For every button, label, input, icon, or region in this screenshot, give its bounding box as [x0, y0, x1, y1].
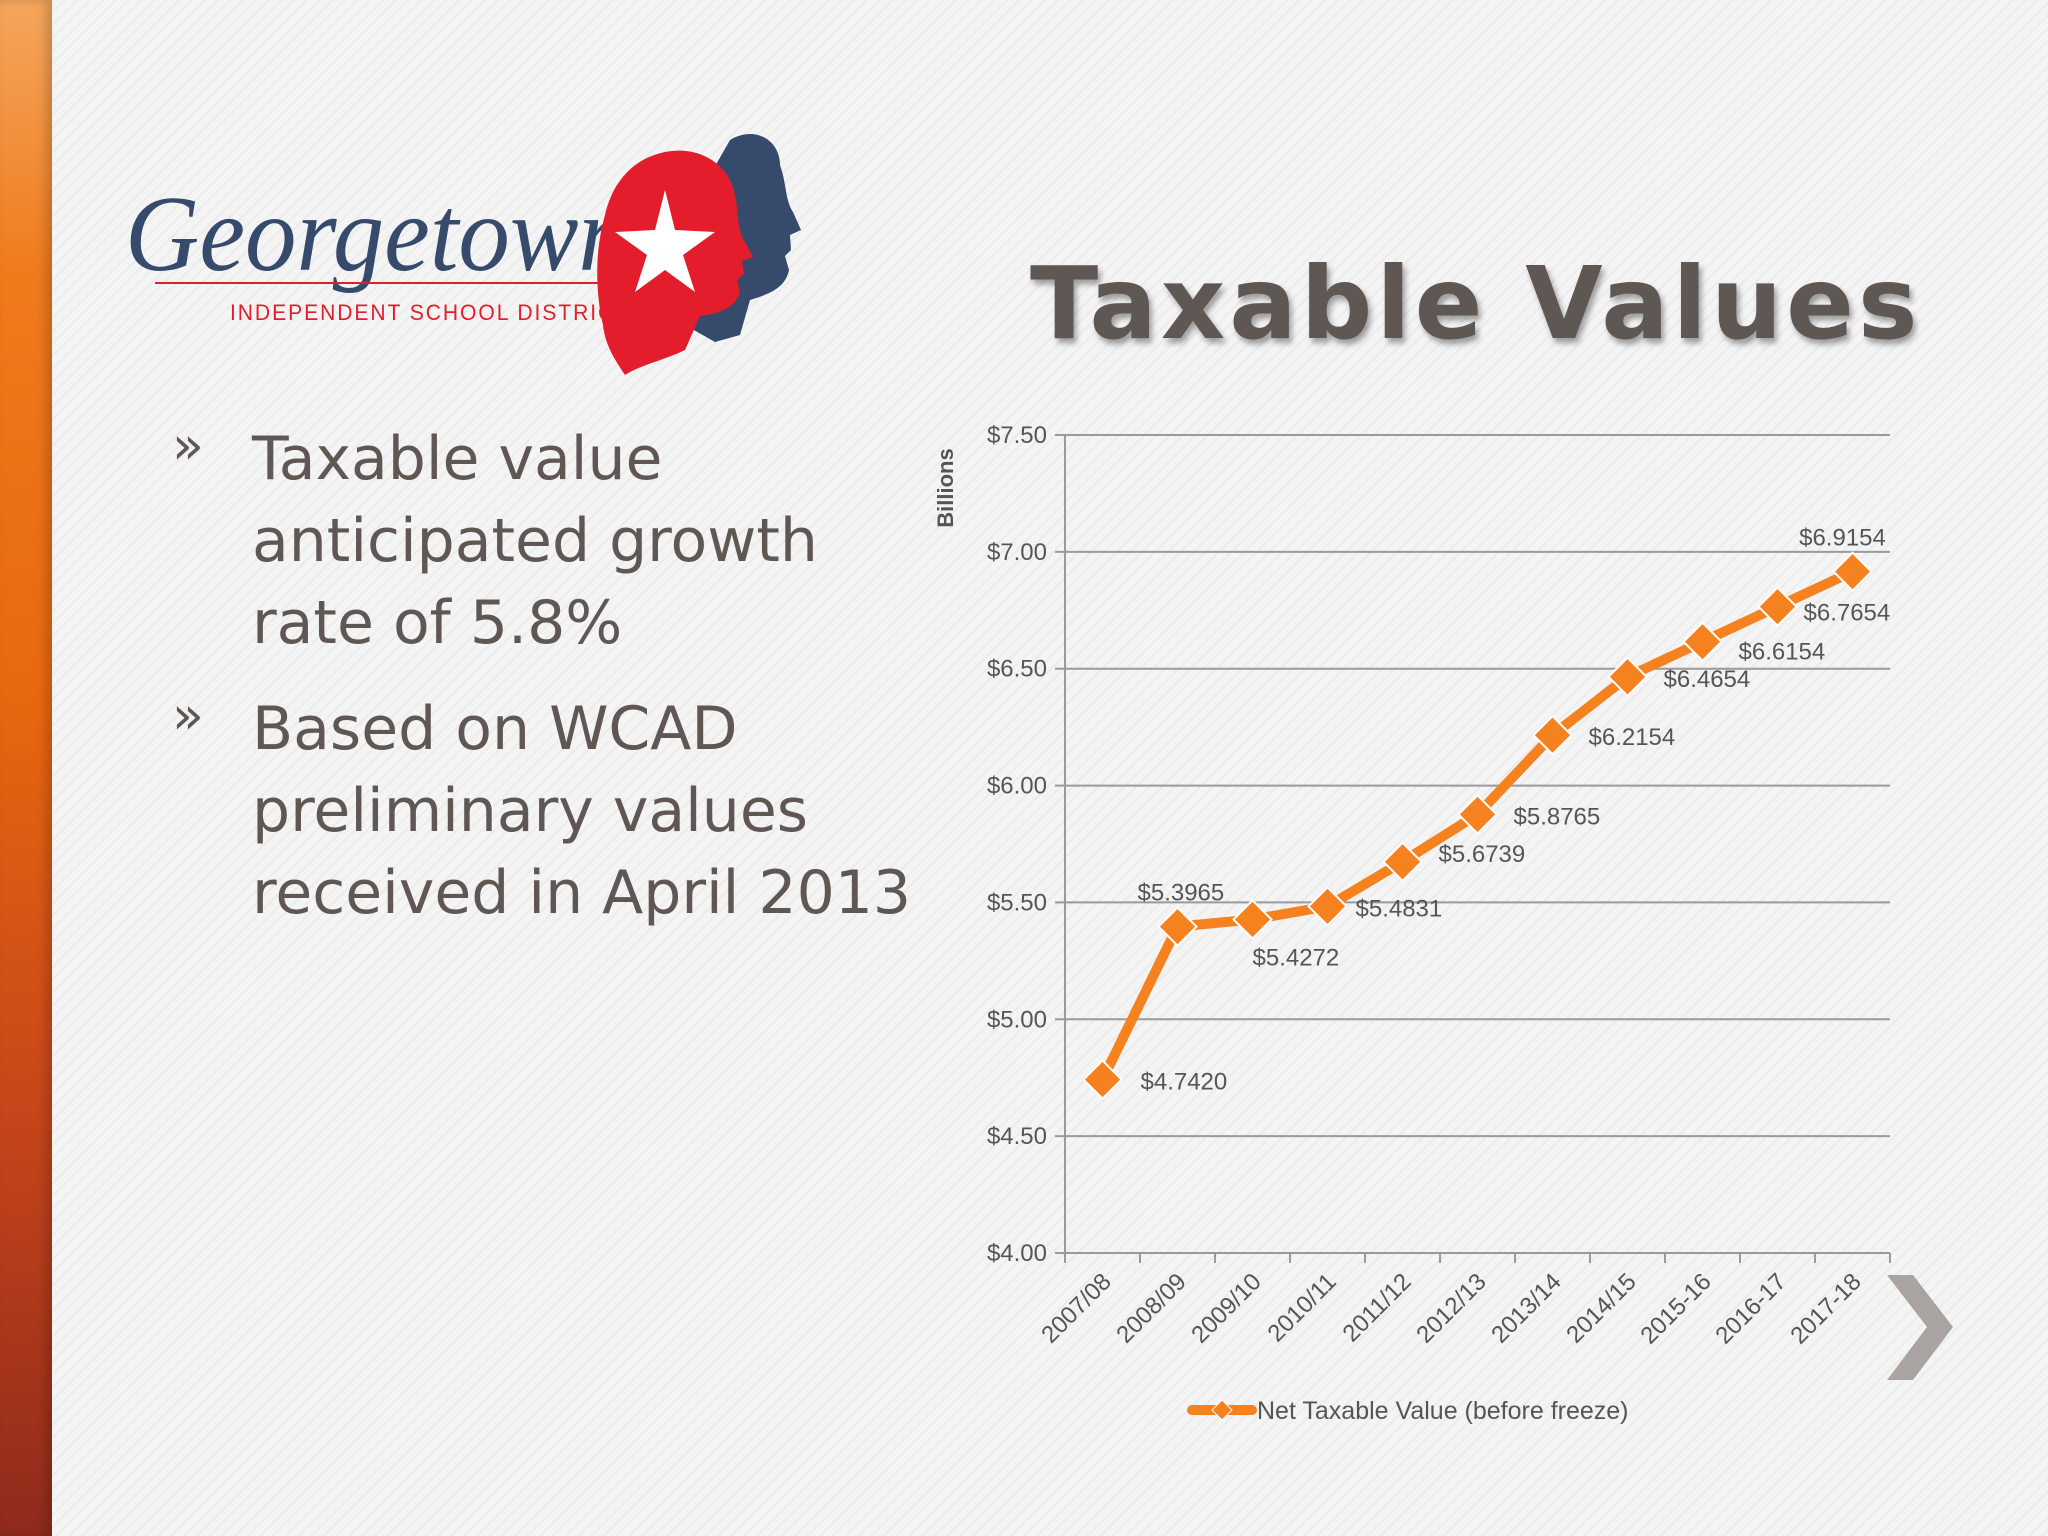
data-label: $5.8765 — [1514, 803, 1601, 830]
y-tick-label: $7.00 — [987, 539, 1047, 566]
x-tick-label: 2016-17 — [1710, 1268, 1791, 1349]
y-tick-label: $5.50 — [987, 889, 1047, 916]
data-label: $4.7420 — [1141, 1069, 1228, 1096]
y-tick-label: $5.00 — [987, 1006, 1047, 1033]
logo-subtitle: INDEPENDENT SCHOOL DISTRICT — [230, 300, 630, 325]
data-label: $5.6739 — [1439, 841, 1526, 868]
bullet-list: » Taxable value anticipated growth rate … — [170, 416, 930, 958]
x-tick-label: 2009/10 — [1186, 1268, 1266, 1348]
x-tick-label: 2011/12 — [1338, 1268, 1417, 1347]
bullet-marker: » — [172, 416, 204, 476]
y-axis-label: Billions — [933, 448, 958, 527]
data-point — [1607, 656, 1648, 698]
bullet-text: Based on WCAD preliminary values receive… — [252, 694, 912, 928]
x-tick-label: 2008/09 — [1111, 1268, 1191, 1348]
y-axis-ticks: $4.00 $4.50 $5.00 $5.50 $6.00 $6.50 $7.00 $7.50 — [987, 422, 1047, 1267]
x-tick-label: 2012/13 — [1411, 1268, 1491, 1348]
x-tick-label: 2013/14 — [1486, 1268, 1566, 1348]
legend-marker — [1211, 1399, 1233, 1421]
bullet-item: » Taxable value anticipated growth rate … — [170, 416, 930, 664]
x-axis-ticks: 2007/082008/092009/102010/112011/122012/… — [1036, 1253, 1891, 1350]
chevron-right-icon[interactable] — [1885, 1275, 1955, 1380]
data-label: $6.9154 — [1799, 525, 1886, 552]
x-tick-label: 2010/11 — [1263, 1268, 1342, 1347]
bullet-item: » Based on WCAD preliminary values recei… — [170, 686, 930, 934]
bullet-marker: » — [172, 686, 204, 746]
y-tick-label: $6.50 — [987, 656, 1047, 683]
data-point — [1307, 885, 1348, 927]
data-label: $5.4831 — [1356, 895, 1443, 922]
data-point — [1682, 621, 1723, 663]
series-net-taxable-value — [1082, 551, 1873, 1100]
data-label: $6.2154 — [1589, 724, 1676, 751]
data-label: $5.4272 — [1253, 944, 1340, 971]
x-tick-label: 2014/15 — [1561, 1268, 1641, 1348]
chart-axes — [1064, 435, 1890, 1254]
data-label: $6.6154 — [1739, 639, 1826, 666]
x-tick-label: 2007/08 — [1036, 1268, 1116, 1348]
data-point — [1532, 714, 1573, 756]
y-tick-label: $4.50 — [987, 1123, 1047, 1150]
y-tick-label: $7.50 — [987, 422, 1047, 449]
data-point — [1157, 906, 1198, 948]
data-label: $6.7654 — [1804, 600, 1891, 627]
legend-label: Net Taxable Value (before freeze) — [1257, 1397, 1629, 1425]
data-label: $6.4654 — [1664, 666, 1751, 693]
logo-hair-swirl — [606, 326, 629, 353]
data-point — [1832, 551, 1873, 593]
data-point — [1232, 899, 1273, 940]
data-point — [1457, 794, 1498, 835]
data-point — [1757, 586, 1798, 628]
x-tick-label: 2017-18 — [1785, 1268, 1866, 1349]
side-accent-bar — [0, 0, 52, 1536]
data-label: $5.3965 — [1138, 880, 1225, 907]
y-tick-label: $4.00 — [987, 1240, 1047, 1267]
logo-wordmark: Georgetown — [125, 175, 630, 294]
star-icon — [615, 190, 715, 292]
y-tick-label: $6.00 — [987, 773, 1047, 800]
slide-title: Taxable Values — [1030, 245, 1922, 362]
taxable-values-chart: $4.00 $4.50 $5.00 $5.50 $6.00 $6.50 $7.00 $7.50… — [933, 422, 1891, 1425]
x-tick-label: 2015-16 — [1635, 1268, 1716, 1349]
data-point — [1082, 1059, 1123, 1100]
data-point — [1382, 841, 1423, 883]
bullet-text: Taxable value anticipated growth rate of… — [252, 424, 818, 658]
data-labels: $4.7420 $5.3965 $5.4272 $5.4831 $5.6739 $5.87… — [1138, 525, 1891, 1096]
chart-legend: Net Taxable Value (before freeze) — [1187, 1397, 1629, 1425]
district-logo: Georgetown INDEPENDENT SCHOOL DISTRICT — [125, 134, 801, 375]
